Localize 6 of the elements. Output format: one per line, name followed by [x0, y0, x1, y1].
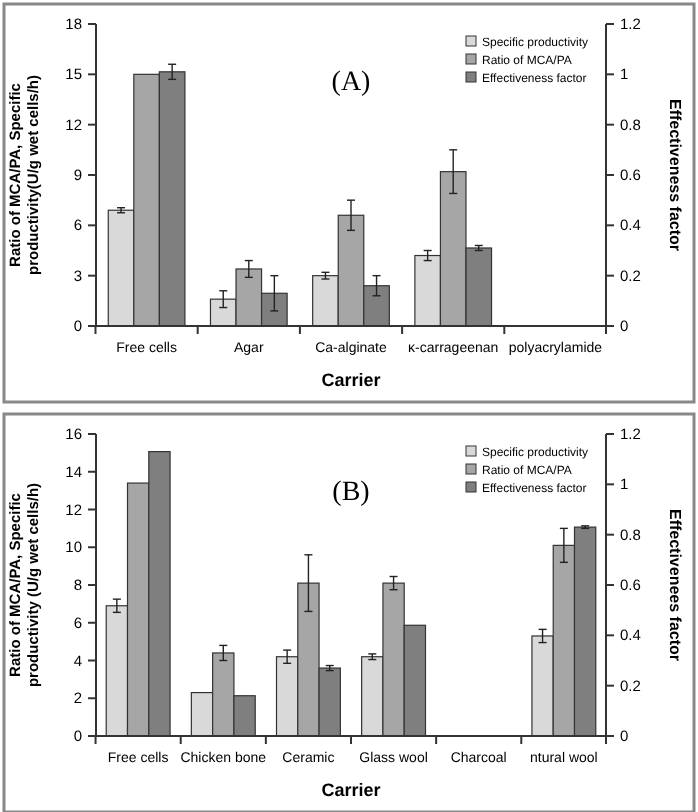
x-axis-title: Carrier — [321, 780, 382, 800]
y2-axis-title: Effectiveness factor — [666, 98, 684, 252]
y2-axis-title: Effectivenees factor — [666, 508, 684, 662]
text: (A) — [331, 68, 372, 99]
x-axis-title: Carrier — [321, 370, 382, 390]
text: (B) — [332, 478, 371, 509]
